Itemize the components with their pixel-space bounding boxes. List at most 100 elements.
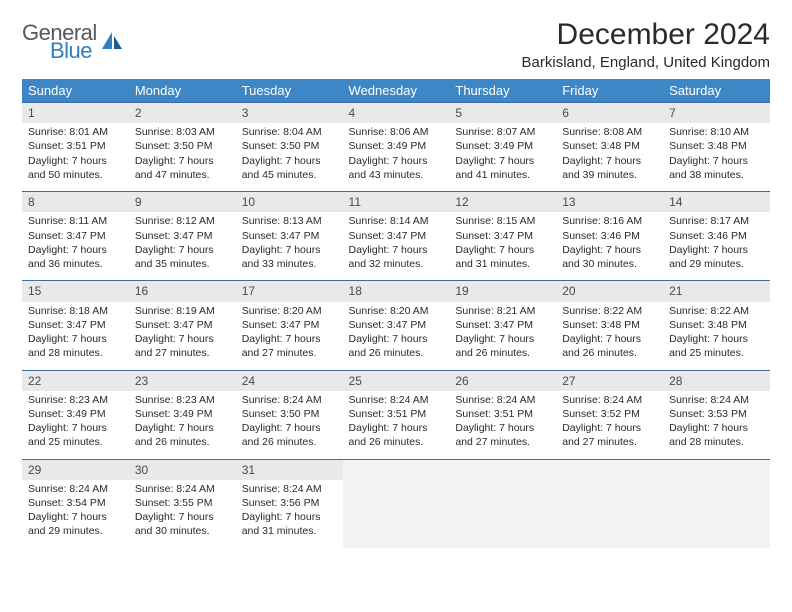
day-body: Sunrise: 8:24 AMSunset: 3:54 PMDaylight:…: [22, 480, 129, 548]
day-number: 24: [236, 371, 343, 391]
sunrise-line: Sunrise: 8:11 AM: [28, 214, 123, 228]
calendar-day-cell: 18Sunrise: 8:20 AMSunset: 3:47 PMDayligh…: [343, 281, 450, 370]
daylight-line: Daylight: 7 hours and 29 minutes.: [669, 243, 764, 271]
sunset-line: Sunset: 3:55 PM: [135, 496, 230, 510]
day-body: Sunrise: 8:21 AMSunset: 3:47 PMDaylight:…: [449, 302, 556, 370]
daylight-line: Daylight: 7 hours and 25 minutes.: [669, 332, 764, 360]
logo: General Blue: [22, 22, 123, 62]
sunrise-line: Sunrise: 8:10 AM: [669, 125, 764, 139]
day-number: 3: [236, 103, 343, 123]
calendar-week-row: 1Sunrise: 8:01 AMSunset: 3:51 PMDaylight…: [22, 103, 770, 192]
day-body: Sunrise: 8:15 AMSunset: 3:47 PMDaylight:…: [449, 212, 556, 280]
weekday-header: Tuesday: [236, 79, 343, 103]
daylight-line: Daylight: 7 hours and 26 minutes.: [349, 421, 444, 449]
daylight-line: Daylight: 7 hours and 25 minutes.: [28, 421, 123, 449]
calendar-week-row: 22Sunrise: 8:23 AMSunset: 3:49 PMDayligh…: [22, 370, 770, 459]
calendar-week-row: 15Sunrise: 8:18 AMSunset: 3:47 PMDayligh…: [22, 281, 770, 370]
sunrise-line: Sunrise: 8:17 AM: [669, 214, 764, 228]
daylight-line: Daylight: 7 hours and 29 minutes.: [28, 510, 123, 538]
sunrise-line: Sunrise: 8:07 AM: [455, 125, 550, 139]
weekday-header: Saturday: [663, 79, 770, 103]
weekday-header-row: SundayMondayTuesdayWednesdayThursdayFrid…: [22, 79, 770, 103]
sunset-line: Sunset: 3:47 PM: [455, 318, 550, 332]
day-number: 23: [129, 371, 236, 391]
day-body: Sunrise: 8:01 AMSunset: 3:51 PMDaylight:…: [22, 123, 129, 191]
calendar-day-cell: 1Sunrise: 8:01 AMSunset: 3:51 PMDaylight…: [22, 103, 129, 192]
sunset-line: Sunset: 3:47 PM: [28, 229, 123, 243]
day-body: Sunrise: 8:22 AMSunset: 3:48 PMDaylight:…: [556, 302, 663, 370]
day-body: Sunrise: 8:06 AMSunset: 3:49 PMDaylight:…: [343, 123, 450, 191]
sunset-line: Sunset: 3:47 PM: [135, 318, 230, 332]
day-number: 15: [22, 281, 129, 301]
daylight-line: Daylight: 7 hours and 26 minutes.: [455, 332, 550, 360]
sunrise-line: Sunrise: 8:22 AM: [669, 304, 764, 318]
day-body: Sunrise: 8:20 AMSunset: 3:47 PMDaylight:…: [236, 302, 343, 370]
sunset-line: Sunset: 3:47 PM: [135, 229, 230, 243]
daylight-line: Daylight: 7 hours and 30 minutes.: [135, 510, 230, 538]
sunset-line: Sunset: 3:51 PM: [28, 139, 123, 153]
sunset-line: Sunset: 3:56 PM: [242, 496, 337, 510]
sunset-line: Sunset: 3:54 PM: [28, 496, 123, 510]
calendar-day-cell: 16Sunrise: 8:19 AMSunset: 3:47 PMDayligh…: [129, 281, 236, 370]
sunrise-line: Sunrise: 8:24 AM: [242, 482, 337, 496]
calendar-day-cell: 15Sunrise: 8:18 AMSunset: 3:47 PMDayligh…: [22, 281, 129, 370]
sunset-line: Sunset: 3:49 PM: [28, 407, 123, 421]
day-number: 22: [22, 371, 129, 391]
daylight-line: Daylight: 7 hours and 41 minutes.: [455, 154, 550, 182]
day-number: 14: [663, 192, 770, 212]
sunset-line: Sunset: 3:49 PM: [349, 139, 444, 153]
calendar-day-cell: 24Sunrise: 8:24 AMSunset: 3:50 PMDayligh…: [236, 370, 343, 459]
sunrise-line: Sunrise: 8:19 AM: [135, 304, 230, 318]
calendar-day-cell: [449, 459, 556, 548]
weekday-header: Sunday: [22, 79, 129, 103]
daylight-line: Daylight: 7 hours and 26 minutes.: [349, 332, 444, 360]
day-number: 2: [129, 103, 236, 123]
sunrise-line: Sunrise: 8:03 AM: [135, 125, 230, 139]
day-body: Sunrise: 8:03 AMSunset: 3:50 PMDaylight:…: [129, 123, 236, 191]
sunset-line: Sunset: 3:49 PM: [455, 139, 550, 153]
sunset-line: Sunset: 3:52 PM: [562, 407, 657, 421]
sunset-line: Sunset: 3:48 PM: [562, 318, 657, 332]
day-number: 13: [556, 192, 663, 212]
day-body: Sunrise: 8:11 AMSunset: 3:47 PMDaylight:…: [22, 212, 129, 280]
sunrise-line: Sunrise: 8:22 AM: [562, 304, 657, 318]
sunrise-line: Sunrise: 8:24 AM: [562, 393, 657, 407]
daylight-line: Daylight: 7 hours and 28 minutes.: [28, 332, 123, 360]
daylight-line: Daylight: 7 hours and 36 minutes.: [28, 243, 123, 271]
sunrise-line: Sunrise: 8:18 AM: [28, 304, 123, 318]
day-number: 29: [22, 460, 129, 480]
sunrise-line: Sunrise: 8:01 AM: [28, 125, 123, 139]
day-number: 26: [449, 371, 556, 391]
weekday-header: Friday: [556, 79, 663, 103]
day-number: 18: [343, 281, 450, 301]
sunset-line: Sunset: 3:53 PM: [669, 407, 764, 421]
calendar-day-cell: 19Sunrise: 8:21 AMSunset: 3:47 PMDayligh…: [449, 281, 556, 370]
sunrise-line: Sunrise: 8:24 AM: [28, 482, 123, 496]
calendar-day-cell: 17Sunrise: 8:20 AMSunset: 3:47 PMDayligh…: [236, 281, 343, 370]
calendar-day-cell: 31Sunrise: 8:24 AMSunset: 3:56 PMDayligh…: [236, 459, 343, 548]
day-body: Sunrise: 8:10 AMSunset: 3:48 PMDaylight:…: [663, 123, 770, 191]
header: General Blue December 2024 Barkisland, E…: [22, 18, 770, 71]
day-number: 1: [22, 103, 129, 123]
title-block: December 2024 Barkisland, England, Unite…: [522, 18, 770, 71]
calendar-day-cell: 22Sunrise: 8:23 AMSunset: 3:49 PMDayligh…: [22, 370, 129, 459]
day-body: Sunrise: 8:23 AMSunset: 3:49 PMDaylight:…: [129, 391, 236, 459]
day-body: Sunrise: 8:24 AMSunset: 3:53 PMDaylight:…: [663, 391, 770, 459]
sunset-line: Sunset: 3:47 PM: [349, 318, 444, 332]
logo-word-blue: Blue: [22, 40, 97, 62]
day-number: 11: [343, 192, 450, 212]
page-title: December 2024: [522, 18, 770, 52]
day-body: Sunrise: 8:07 AMSunset: 3:49 PMDaylight:…: [449, 123, 556, 191]
day-body: Sunrise: 8:24 AMSunset: 3:52 PMDaylight:…: [556, 391, 663, 459]
day-number: 30: [129, 460, 236, 480]
calendar-week-row: 8Sunrise: 8:11 AMSunset: 3:47 PMDaylight…: [22, 192, 770, 281]
sunrise-line: Sunrise: 8:24 AM: [669, 393, 764, 407]
day-number: 21: [663, 281, 770, 301]
sunset-line: Sunset: 3:46 PM: [669, 229, 764, 243]
calendar-day-cell: 8Sunrise: 8:11 AMSunset: 3:47 PMDaylight…: [22, 192, 129, 281]
sunrise-line: Sunrise: 8:16 AM: [562, 214, 657, 228]
sunset-line: Sunset: 3:51 PM: [455, 407, 550, 421]
day-body: Sunrise: 8:13 AMSunset: 3:47 PMDaylight:…: [236, 212, 343, 280]
weekday-header: Thursday: [449, 79, 556, 103]
sunset-line: Sunset: 3:50 PM: [242, 407, 337, 421]
